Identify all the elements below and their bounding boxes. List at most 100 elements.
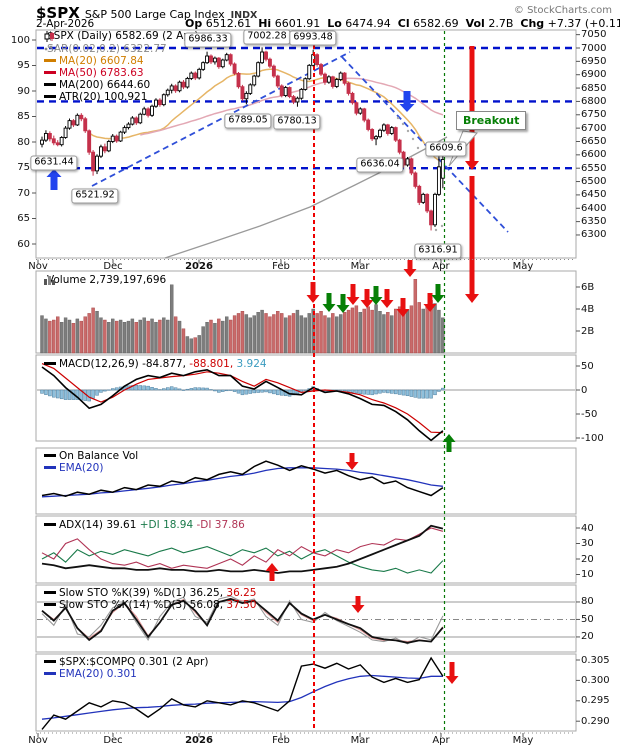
candle-body xyxy=(157,99,162,106)
macd-histogram-bar xyxy=(272,389,276,395)
panel-border xyxy=(35,584,577,653)
macd-histogram-bar xyxy=(382,389,386,393)
volume-bar xyxy=(162,317,166,354)
plus-di-line xyxy=(41,546,444,574)
axis-label: 0.300 xyxy=(581,674,610,686)
quote-value: +7.37 (+0.11%) xyxy=(547,17,620,30)
legend-text: Slow STO %K(14) %D(3) 56.08, xyxy=(59,599,224,611)
red-up-arrow xyxy=(269,571,275,581)
candle-body xyxy=(130,117,135,125)
candle-body xyxy=(244,92,249,100)
volume-bar xyxy=(354,305,359,354)
line-swatch-icon xyxy=(44,94,56,98)
volume-bar xyxy=(374,304,378,354)
candle-body xyxy=(393,127,398,141)
candle-body xyxy=(354,102,359,114)
volume-bar xyxy=(138,319,142,354)
candle-body xyxy=(185,77,190,88)
macd-histogram-bar xyxy=(146,385,150,391)
macd-histogram-bar xyxy=(248,389,253,394)
candle-body xyxy=(87,130,92,153)
price-callout: 6636.04 xyxy=(356,157,404,173)
axis-label: 6350 xyxy=(581,216,607,228)
line-swatch-icon xyxy=(44,70,56,74)
volume-bar xyxy=(44,318,48,354)
legend-text: ADX(14) 39.61 xyxy=(59,519,140,531)
line-swatch-icon xyxy=(44,590,56,594)
red-down-arrow xyxy=(355,596,361,605)
macd-histogram-bar xyxy=(350,389,355,393)
candle-body xyxy=(150,105,154,116)
volume-bar xyxy=(189,338,194,354)
candle-body xyxy=(295,97,300,103)
volume-bar xyxy=(342,312,347,354)
candle-body xyxy=(330,76,335,87)
axis-label: 95 xyxy=(17,60,30,71)
long-arrow-shaft xyxy=(469,46,475,161)
quote-key: Cl xyxy=(397,17,410,30)
macd-histogram-bar xyxy=(48,389,52,397)
legend-text: MACD(12,26,9) -84.877, xyxy=(59,358,186,370)
axis-label: 4B xyxy=(581,303,595,315)
month-label: 2026 xyxy=(185,734,213,746)
candle-body xyxy=(173,85,178,92)
red-down-arrow xyxy=(427,293,433,304)
red-down-arrow-head xyxy=(306,295,320,303)
macd-histogram-bar xyxy=(169,386,174,391)
candle-body xyxy=(161,94,166,106)
volume-bar xyxy=(394,308,398,354)
indicator-legend: MACD(12,26,9) -84.877, -88.801, 3.924 xyxy=(44,359,267,370)
axis-label: 40 xyxy=(581,522,594,534)
volume-bar xyxy=(264,313,268,354)
symbol-name: S&P 500 Large Cap Index xyxy=(84,8,225,21)
candle-body xyxy=(409,158,414,174)
volume-bar xyxy=(205,322,209,354)
volume-bar xyxy=(150,318,154,354)
volume-bar xyxy=(338,314,343,354)
volume-bar xyxy=(173,316,178,354)
macd-histogram-bar xyxy=(413,389,418,398)
macd-histogram-bar xyxy=(91,389,95,399)
candle-body xyxy=(110,135,115,142)
macd-histogram-bar xyxy=(405,389,410,397)
candle-body xyxy=(358,108,363,114)
axis-label: 6600 xyxy=(581,149,607,161)
volume-bar xyxy=(52,319,56,354)
volume-bar xyxy=(441,317,445,354)
red-down-arrow-head xyxy=(403,269,417,277)
volume-bar xyxy=(260,309,264,354)
macd-histogram-bar xyxy=(181,389,186,391)
volume-bar xyxy=(303,317,308,354)
indicator-legend: EMA(20) xyxy=(44,463,103,474)
sar-dot xyxy=(406,129,410,133)
macd-histogram-bar xyxy=(150,387,154,391)
panel-border xyxy=(35,29,577,259)
legend-text: SAR(0.02,0.2) 6322.77 xyxy=(47,43,167,55)
volume-bar xyxy=(327,317,331,354)
volume-bar xyxy=(63,317,68,354)
line-swatch-icon xyxy=(44,659,56,663)
candle-body xyxy=(315,54,320,66)
macd-histogram-bar xyxy=(291,389,296,396)
volume-bar xyxy=(370,309,374,354)
adx-line xyxy=(41,524,444,574)
macd-histogram-bar xyxy=(252,389,256,394)
breakout-annotation: Breakout xyxy=(456,111,527,130)
macd-histogram-bar xyxy=(52,389,56,398)
candle-body xyxy=(303,78,308,90)
volume-bar xyxy=(95,311,99,354)
volume-bar xyxy=(240,311,245,354)
indicator-legend: On Balance Vol xyxy=(44,451,138,462)
volume-bar xyxy=(433,303,437,354)
macd-histogram-bar xyxy=(189,388,194,391)
blue-down-arrow xyxy=(403,91,411,104)
macd-histogram-bar xyxy=(185,388,190,391)
sto-k14-line xyxy=(41,595,444,645)
green-down-arrow xyxy=(340,294,346,305)
candle-body xyxy=(267,58,272,67)
line-swatch-icon xyxy=(44,522,56,526)
month-label: Nov xyxy=(28,734,48,746)
green-down-arrow-head xyxy=(369,297,383,305)
